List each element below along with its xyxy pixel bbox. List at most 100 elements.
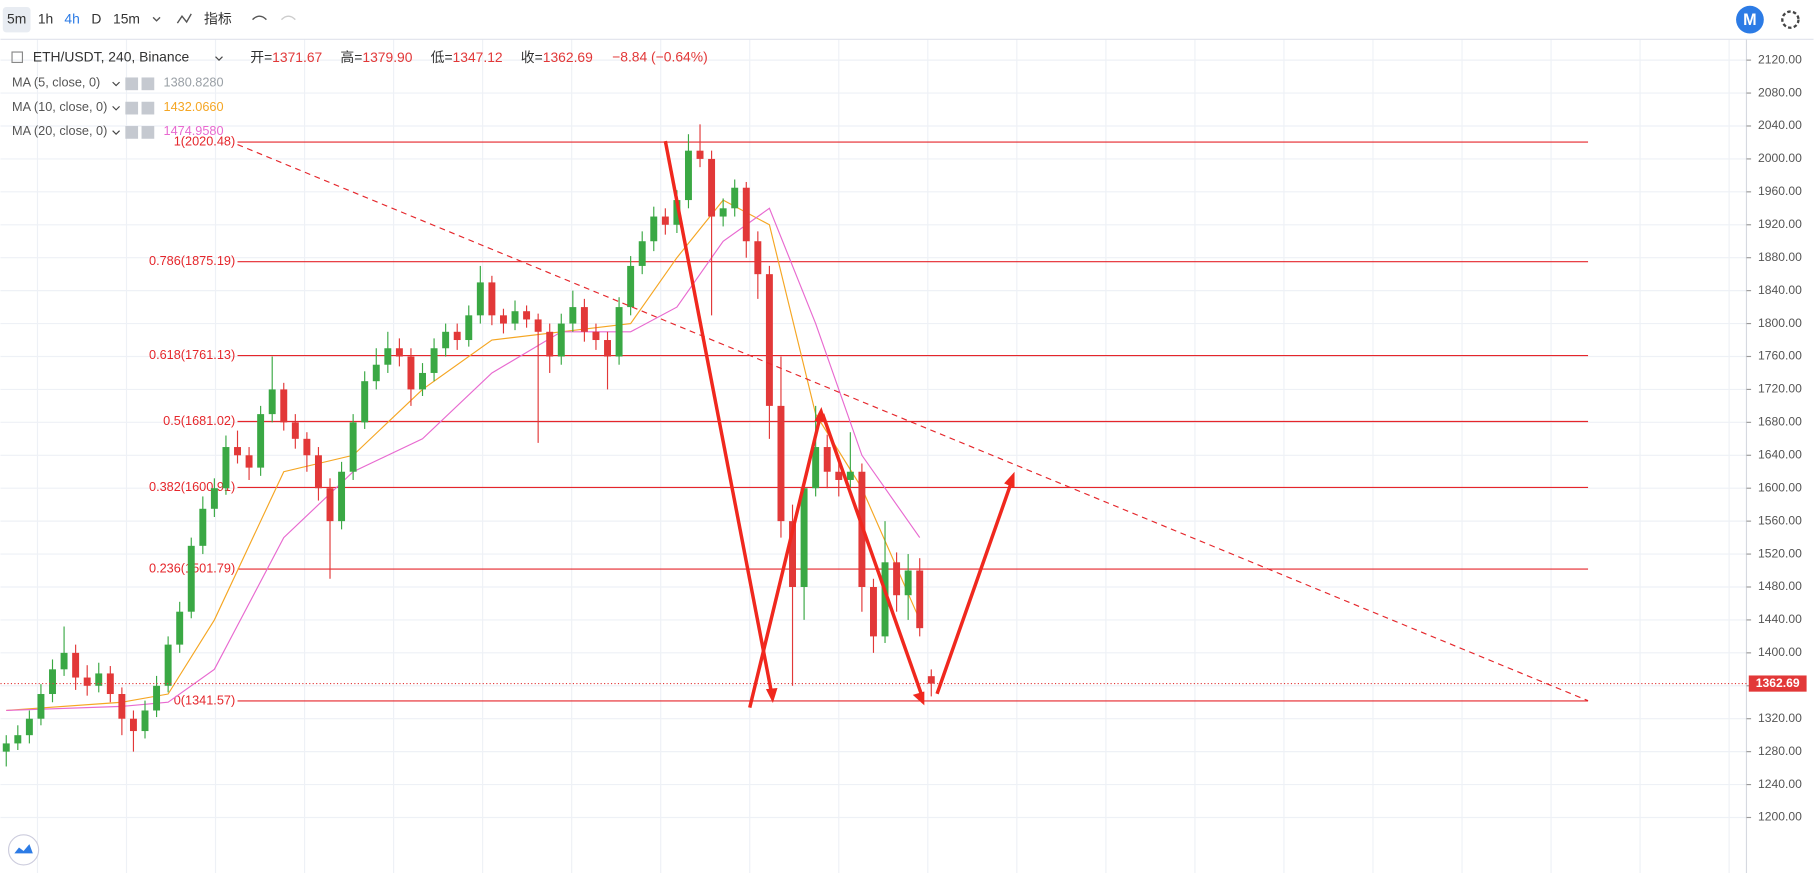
candle-body [800,488,808,587]
trendline [237,144,1589,702]
candle-body [49,669,56,695]
candle-body [638,241,646,266]
candle-body [708,158,716,217]
arrowhead [814,407,827,423]
fib-label: 0.382(1600.91) [149,479,235,494]
grid [0,39,1747,873]
candle-body [384,348,392,365]
interval-dropdown[interactable] [152,16,161,22]
candle-body [314,455,322,489]
interval-button[interactable]: 1h [38,10,53,26]
undo[interactable] [252,15,267,21]
candle-body [476,282,484,316]
interval-active-bg [2,6,31,33]
y-tick-label: 2000.00 [1758,151,1802,165]
ma-name[interactable]: MA (20, close, 0) [12,123,107,138]
ma-line [6,199,921,712]
y-tick-label: 1200.00 [1758,810,1802,824]
candle-body [511,311,519,324]
candle-body [338,471,346,522]
y-tick-label: 1920.00 [1758,217,1802,231]
ma-remove[interactable] [141,126,155,139]
collapse-icon[interactable] [11,51,24,64]
y-tick-label: 1560.00 [1758,513,1802,527]
candle-body [488,282,496,316]
y-tick-label: 1400.00 [1758,645,1802,659]
fib-label: 1(2020.48) [174,133,235,148]
ma-visibility[interactable] [125,101,139,115]
y-tick-label: 2120.00 [1758,52,1802,66]
candle-body [210,488,218,509]
candle-body [349,422,357,472]
ma-dropdown[interactable] [112,105,120,111]
symbol-dropdown[interactable] [215,56,223,61]
candle-body [765,274,773,406]
ma-name[interactable]: MA (5, close, 0) [12,75,100,90]
candle-body [222,447,230,489]
logo[interactable] [1736,5,1764,34]
candle-body [916,570,924,629]
last-price-label: 1362.69 [1756,676,1800,690]
candle-body [430,348,438,373]
ma-value: 1432.0660 [164,99,224,114]
ma-value: 1474.9580 [164,123,224,138]
ma-visibility[interactable] [125,77,139,91]
y-tick-label: 2080.00 [1758,85,1802,99]
last-price-tag [1748,675,1807,692]
candle-body [361,381,369,423]
ma-visibility[interactable] [125,126,139,139]
y-tick-label: 1320.00 [1758,711,1802,725]
interval-button[interactable]: 5m [7,10,26,26]
legend: ETH/USDT, 240, Binance 开=1371.67 高=1379.… [11,48,708,139]
y-tick-label: 1680.00 [1758,415,1802,429]
candle-body [268,389,276,415]
candle-body [742,187,750,242]
symbol[interactable]: ETH/USDT, 240, Binance [33,48,190,64]
ohlc-high: 高=1379.90 [340,48,412,64]
candle-body [164,644,172,686]
candle-body [823,447,831,472]
ma-remove[interactable] [141,101,155,115]
settings[interactable] [1781,10,1800,29]
candle-body [661,216,669,225]
candle-body [499,315,507,324]
label: 低= [431,48,453,64]
interval-button[interactable]: 4h [64,10,79,26]
value: 1371.67 [272,48,322,64]
ma-value: 1380.8280 [164,75,224,90]
label: 收= [521,48,543,64]
toolbar-icons [152,13,296,24]
candle-body [615,307,623,357]
candle-body [83,677,91,686]
ma-remove[interactable] [141,77,155,91]
y-tick-label: 1720.00 [1758,382,1802,396]
ma-dropdown[interactable] [112,130,120,135]
redo[interactable] [280,15,296,21]
candle-body [72,652,80,678]
interval-button[interactable]: 15m [113,10,140,26]
fib-label: 0.786(1875.19) [149,253,235,268]
candle-body [60,652,68,670]
y-tick-label: 1480.00 [1758,579,1802,593]
candle-body [176,611,184,645]
ma-name[interactable]: MA (10, close, 0) [12,99,107,114]
candle-body [592,331,600,341]
candle-body [106,673,114,695]
value: 1347.12 [453,48,503,64]
candle-body [869,586,877,637]
candle-body [627,265,635,308]
candle-body [37,694,45,719]
indicator-icon[interactable] [176,13,192,24]
label: 高= [340,48,362,64]
interval-button[interactable]: D [91,10,101,26]
drawings [237,140,1589,709]
ma-dropdown[interactable] [112,81,120,87]
candle-body [754,241,762,275]
logo-bottom[interactable] [7,834,40,866]
change: −8.84 (−0.64%) [612,48,708,64]
logo-letter: M [1743,11,1756,29]
arrowhead [765,687,778,704]
candle-body [234,447,241,456]
indicator-button[interactable]: 指标 [204,10,232,26]
